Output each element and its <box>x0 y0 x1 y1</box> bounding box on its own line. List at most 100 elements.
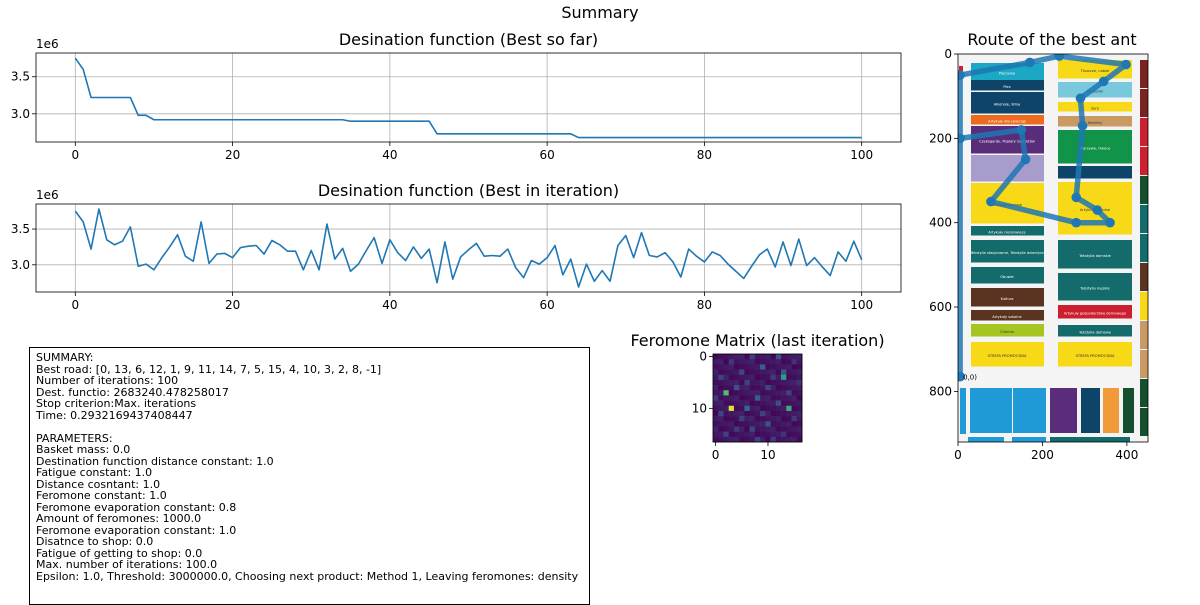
floor-plan-bottom-block <box>1081 388 1100 433</box>
route-ytick-label: 600 <box>929 300 952 314</box>
heatmap-cell <box>733 385 740 391</box>
heatmap-cell <box>786 426 792 432</box>
heatmap-cell <box>775 374 782 381</box>
best-so-far-series-line <box>74 57 862 139</box>
best-so-far-xtick-label: 20 <box>225 148 240 162</box>
heatmap-cell <box>781 395 787 401</box>
heatmap-cell <box>760 405 766 412</box>
heatmap-cell <box>781 431 787 438</box>
heatmap-cell <box>718 369 724 376</box>
summary-line: Destination function distance constant: … <box>36 454 274 468</box>
heatmap-cell <box>754 354 761 360</box>
heatmap-cell <box>765 431 771 438</box>
heatmap-cell <box>728 395 735 401</box>
heatmap-cell <box>713 400 719 407</box>
best-in-iteration-axes-frame <box>35 203 902 293</box>
chart-best-so-far: 0 20 40 60 80 100 3.0 3.5 1e6 Desination function… <box>11 30 902 162</box>
heatmap-cell <box>749 436 756 443</box>
heatmap-cell <box>754 374 761 381</box>
heatmap-cell <box>733 431 740 438</box>
heatmap-cell <box>749 385 756 391</box>
heatmap-cell <box>749 410 756 417</box>
heatmap-cell <box>765 400 771 407</box>
heatmap-cell <box>796 354 803 360</box>
heatmap-cell <box>723 431 730 438</box>
heatmap-cell <box>728 359 735 365</box>
floor-plan-block-label: Alkohole, Wina <box>994 103 1021 107</box>
heatmap-cell <box>733 395 740 401</box>
heatmap-cell <box>770 374 777 381</box>
route-axes-frame <box>957 53 1149 443</box>
summary-line: Feromone evaporation constant: 0.8 <box>36 500 237 514</box>
heatmap-cell <box>791 405 798 412</box>
heatmap-cell <box>713 364 719 370</box>
heatmap-cell <box>718 426 724 432</box>
heatmap-cell <box>796 379 803 386</box>
heatmap-cell <box>739 385 745 391</box>
heatmap-cell <box>786 379 792 386</box>
route-point <box>1020 154 1031 165</box>
heatmap-cell <box>739 421 745 427</box>
floor-plan-side-strip <box>1140 350 1148 378</box>
heatmap-cell <box>739 426 745 432</box>
heatmap-cell <box>775 359 782 365</box>
heatmap-cell <box>775 369 782 376</box>
figure-suptitle: Summary <box>561 3 638 22</box>
best-in-iteration-title: Desination function (Best in iteration) <box>318 181 619 200</box>
route-xtick-label: 0 <box>954 448 962 462</box>
heatmap-cell <box>781 400 787 407</box>
heatmap-cell <box>796 421 803 427</box>
heatmap-cell <box>796 410 803 417</box>
heatmap-cell <box>754 385 761 391</box>
best-so-far-xtick-label: 80 <box>697 148 712 162</box>
heatmap-cell <box>749 400 756 407</box>
heatmap-cell <box>723 436 730 443</box>
summary-line: Dest. functio: 2683240.478258017 <box>36 385 229 399</box>
heatmap-cell <box>765 421 771 427</box>
heatmap-cell <box>760 400 766 407</box>
summary-line: SUMMARY: <box>36 351 94 364</box>
best-so-far-title: Desination function (Best so far) <box>339 30 598 49</box>
floor-plan-block-label: Obuwie <box>1000 275 1014 279</box>
heatmap-cell <box>728 400 735 407</box>
best-so-far-xtick-label: 60 <box>539 148 554 162</box>
route-point <box>1077 120 1088 131</box>
best-so-far-offset-label: 1e6 <box>36 37 59 51</box>
heatmap-cell <box>786 359 792 365</box>
floor-plan-side-strip <box>1140 408 1148 436</box>
heatmap-cell <box>749 379 756 386</box>
route-point <box>1121 59 1131 70</box>
best-in-iteration-ytick-label: 3.0 <box>11 258 30 272</box>
summary-line: PARAMETERS: <box>36 431 113 445</box>
heatmap-cell <box>781 369 787 376</box>
best-in-iteration-ytick-label: 3.5 <box>11 222 30 236</box>
heatmap-cell <box>744 359 750 365</box>
floor-plan-block-left <box>971 240 1044 263</box>
heatmap-cell <box>744 405 750 412</box>
floor-plan-background: Pieczywo Pies Alkohole, Wina Artykuły dla z… <box>958 54 1148 442</box>
best-in-iteration-xtick-label: 80 <box>697 298 712 312</box>
heatmap-cell <box>739 374 745 381</box>
heatmap-cell <box>791 374 798 381</box>
heatmap-cell <box>770 436 777 443</box>
best-so-far-xtick-label: 0 <box>71 148 79 162</box>
floor-plan-side-strip <box>1140 147 1148 175</box>
heatmap-cell <box>791 390 798 396</box>
floor-plan-entry-marker <box>959 66 963 71</box>
heatmap-cell <box>749 369 756 376</box>
heatmap-cell <box>781 364 787 370</box>
heatmap-cell <box>723 379 730 386</box>
heatmap-cell <box>775 405 782 412</box>
heatmap-cell <box>728 379 735 386</box>
heatmap-cell <box>775 395 782 401</box>
heatmap-cell <box>760 416 766 422</box>
heatmap-cell <box>718 379 724 386</box>
heatmap-cell <box>718 359 724 365</box>
heatmap-cell <box>770 354 777 360</box>
best-in-iteration-xtick-label: 0 <box>71 298 79 312</box>
route-ytick-label: 0 <box>944 47 952 61</box>
heatmap-cell <box>775 436 782 443</box>
heatmap-cell <box>791 359 798 365</box>
heatmap-cell <box>760 390 766 396</box>
